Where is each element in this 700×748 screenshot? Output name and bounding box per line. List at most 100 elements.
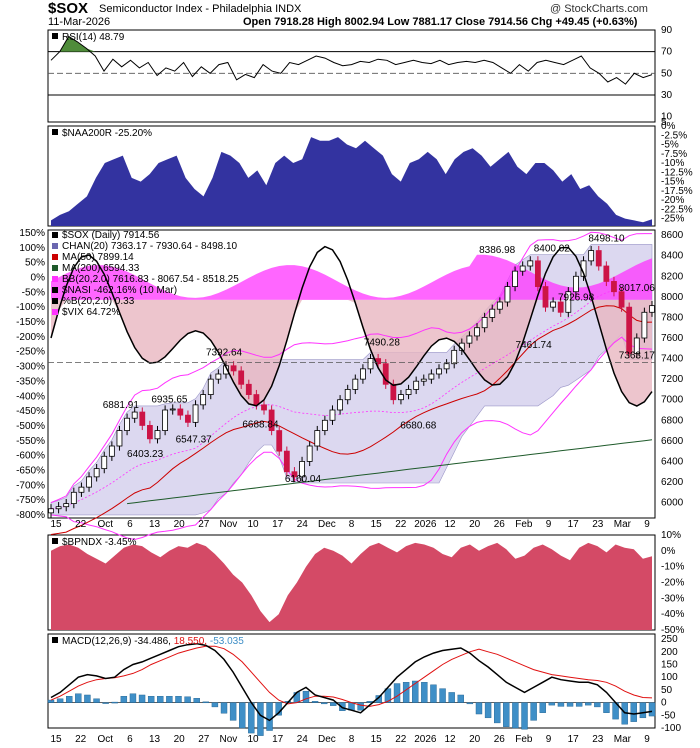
candle-body bbox=[238, 370, 245, 385]
macd-hist-bar bbox=[630, 702, 637, 722]
naa200r-tick-label: -20% bbox=[661, 195, 684, 206]
left-tick-label: -550% bbox=[16, 436, 45, 447]
left-tick-label: -800% bbox=[16, 510, 45, 521]
candle-body bbox=[534, 260, 541, 287]
macd-hist-bar bbox=[466, 702, 474, 705]
price-legend: CHAN(20) 7363.17 - 7930.64 - 8498.10 bbox=[62, 241, 238, 252]
left-tick-label: -700% bbox=[16, 480, 45, 491]
x-axis-label: 8 bbox=[349, 734, 355, 745]
left-tick-label: -750% bbox=[16, 495, 45, 506]
naa200r-legend: $NAA200R -25.20% bbox=[62, 128, 152, 139]
price-tick-label: 6600 bbox=[661, 436, 684, 447]
candle-body bbox=[542, 286, 549, 308]
candle-body bbox=[352, 378, 359, 390]
macd-hist-bar bbox=[266, 702, 273, 731]
rsi-tick-label: 90 bbox=[661, 25, 673, 36]
x-axis-label: 22 bbox=[75, 519, 87, 530]
x-axis-label: 9 bbox=[546, 519, 552, 530]
price-annotation: 6547.37 bbox=[176, 434, 213, 445]
candle-body bbox=[283, 450, 290, 473]
x-axis-label: 15 bbox=[50, 519, 62, 530]
candles bbox=[48, 245, 655, 518]
macd-hist-bar bbox=[521, 702, 528, 730]
macd-hist-bar bbox=[120, 696, 128, 703]
candle-body bbox=[626, 306, 633, 354]
naa200r-tick-label: -2.5% bbox=[661, 130, 687, 141]
rsi-tick-label: 10 bbox=[661, 112, 673, 123]
ma200-line bbox=[127, 439, 653, 505]
price-annotation: 7363.17 bbox=[619, 350, 656, 361]
macd-legend: MACD(12,26,9) -34.486, 18.550, -53.035 bbox=[62, 636, 244, 647]
macd-hist-bar bbox=[421, 682, 428, 703]
candle-body bbox=[108, 445, 115, 457]
ma50-line bbox=[50, 305, 653, 535]
candle-body bbox=[413, 380, 420, 390]
macd-hist-bar bbox=[603, 702, 610, 713]
chart-date: 11-Mar-2026 bbox=[48, 16, 111, 28]
macd-tick-label: 50 bbox=[661, 685, 673, 696]
candle-body bbox=[367, 358, 374, 370]
x-axis-label: 23 bbox=[592, 519, 604, 530]
macd-legend-swatch bbox=[52, 637, 58, 643]
price-legend-swatch bbox=[52, 243, 58, 249]
x-axis-label: 2026 bbox=[414, 519, 437, 530]
price-legend-swatch bbox=[52, 254, 58, 260]
price-annotation: 7926.98 bbox=[558, 292, 595, 303]
macd-hist-bar bbox=[585, 702, 592, 706]
macd-tick-label: -100 bbox=[661, 723, 681, 734]
price-tick-label: 7400 bbox=[661, 354, 684, 365]
candle-body bbox=[131, 411, 138, 419]
x-axis-label: Dec bbox=[318, 734, 336, 745]
macd-tick-label: 200 bbox=[661, 647, 678, 658]
left-tick-label: -250% bbox=[16, 347, 45, 358]
price-legend-swatch bbox=[52, 287, 58, 293]
x-axis-label: 6 bbox=[127, 519, 133, 530]
x-axis-label: 22 bbox=[395, 519, 407, 530]
price-legend: $NASI -462.16% (10 Mar) bbox=[62, 285, 177, 296]
macd-hist-bar bbox=[229, 702, 237, 721]
x-axis-label: 9 bbox=[644, 734, 650, 745]
candle-body bbox=[78, 486, 85, 493]
macd-hist-bar bbox=[129, 693, 137, 703]
left-tick-label: -500% bbox=[16, 421, 45, 432]
symbol-title: $SOX bbox=[48, 0, 89, 17]
naa200r-tick-label: -22.5% bbox=[661, 204, 693, 215]
x-axis-label: 23 bbox=[592, 734, 604, 745]
candle-body bbox=[48, 508, 54, 514]
left-tick-label: -600% bbox=[16, 451, 45, 462]
bpndx-legend-swatch bbox=[52, 538, 58, 544]
candle-body bbox=[337, 399, 343, 411]
macd-hist-bar bbox=[475, 702, 483, 715]
left-tick-label: -50% bbox=[22, 287, 45, 298]
price-legend: BB(20,2.0) 7616.83 - 8067.54 - 8518.25 bbox=[62, 274, 239, 285]
macd-hist-bar bbox=[75, 693, 82, 703]
candle-body bbox=[200, 394, 207, 406]
bpndx-tick-label: -10% bbox=[661, 562, 684, 573]
x-axis-label: Mar bbox=[614, 734, 632, 745]
candle-body bbox=[428, 373, 435, 380]
price-tick-label: 8200 bbox=[661, 271, 684, 282]
naa200r-tick-label: -15% bbox=[661, 177, 684, 188]
x-axis-label: 22 bbox=[395, 734, 407, 745]
candle-body bbox=[101, 455, 108, 470]
macd-hist-bar bbox=[166, 696, 173, 703]
left-tick-label: 100% bbox=[19, 243, 45, 254]
macd-hist-bar bbox=[648, 702, 656, 717]
candle-body bbox=[565, 291, 572, 313]
candle-body bbox=[116, 430, 123, 447]
macd-hist-bar bbox=[56, 698, 64, 703]
rsi-legend: RSI(14) 48.79 bbox=[62, 32, 125, 43]
naa200r-tick-label: -17.5% bbox=[661, 186, 693, 197]
macd-tick-label: 100 bbox=[661, 672, 678, 683]
macd-hist-bar bbox=[493, 702, 501, 724]
x-axis-label: 20 bbox=[174, 734, 186, 745]
candle-body bbox=[557, 301, 564, 313]
candle-body bbox=[253, 394, 260, 406]
candle-body bbox=[443, 363, 450, 370]
macd-hist-bar bbox=[339, 702, 346, 711]
bpndx-tick-label: 10% bbox=[661, 530, 681, 541]
x-axis-label: Feb bbox=[515, 734, 533, 745]
macd-hist-bar bbox=[248, 702, 255, 734]
macd-hist-bar bbox=[484, 702, 492, 719]
